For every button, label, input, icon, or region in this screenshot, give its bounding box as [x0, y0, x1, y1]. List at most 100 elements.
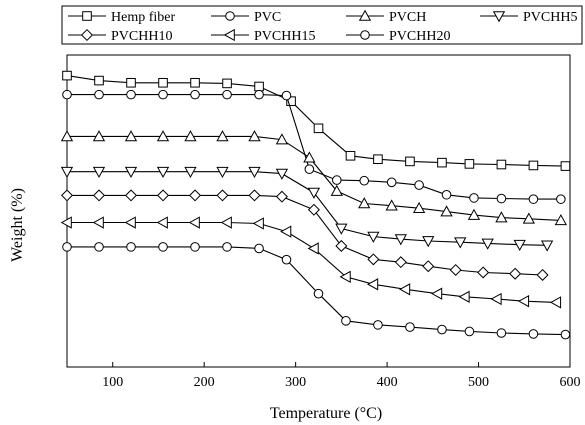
- data-point: [422, 260, 435, 273]
- data-point: [422, 236, 435, 248]
- data-point: [414, 180, 424, 190]
- data-point: [220, 216, 232, 229]
- series-1: [62, 89, 566, 204]
- data-point: [216, 166, 229, 179]
- plot-area: 100 200 300 400 500 600: [60, 54, 581, 390]
- data-point: [449, 263, 462, 276]
- data-point: [158, 89, 168, 100]
- legend-entry: Hemp fiber: [68, 10, 175, 25]
- data-point: [188, 216, 200, 229]
- data-point: [275, 168, 289, 180]
- data-point: [92, 216, 104, 229]
- legend-marker: [360, 30, 370, 40]
- data-point: [394, 234, 407, 246]
- legend-marker: [492, 11, 506, 23]
- data-point: [281, 90, 292, 101]
- data-point: [125, 189, 138, 202]
- data-point: [335, 239, 348, 252]
- data-point: [394, 256, 407, 269]
- data-point: [405, 322, 415, 332]
- data-point: [158, 77, 168, 88]
- data-point: [345, 150, 356, 161]
- legend-items: Hemp fiber PVC PVCH PVCHH5 PVCHH10 PVCHH15 PVC…: [68, 9, 577, 44]
- data-point: [62, 242, 72, 252]
- legend-label: PVCHH10: [111, 29, 172, 44]
- series-line: [67, 94, 561, 200]
- series-line: [67, 221, 557, 303]
- data-point: [248, 130, 261, 142]
- data-point: [252, 217, 264, 230]
- data-point: [60, 166, 74, 179]
- data-point: [477, 266, 490, 279]
- legend-entry: PVCHH20: [346, 29, 450, 44]
- data-point: [189, 189, 202, 202]
- data-point: [60, 130, 74, 142]
- data-point: [222, 89, 232, 100]
- data-point: [549, 296, 562, 309]
- legend-label: Hemp fiber: [111, 10, 175, 25]
- data-point: [441, 189, 452, 200]
- data-point: [405, 156, 415, 167]
- data-point: [190, 77, 200, 88]
- data-point: [540, 240, 554, 252]
- series-3: [60, 166, 554, 252]
- x-tick-label: 200: [194, 375, 215, 390]
- data-point: [481, 238, 494, 250]
- data-point: [341, 316, 351, 326]
- data-point: [216, 189, 229, 202]
- data-point: [157, 189, 170, 202]
- legend-marker: [223, 28, 235, 42]
- data-point: [373, 320, 383, 330]
- x-tick-label: 400: [377, 375, 398, 390]
- data-point: [93, 189, 106, 202]
- data-point: [248, 166, 261, 179]
- data-point: [496, 193, 507, 204]
- series-layer: [60, 70, 571, 340]
- data-point: [62, 89, 72, 100]
- data-point: [126, 77, 136, 88]
- data-point: [275, 190, 288, 203]
- data-point: [254, 243, 264, 254]
- data-point: [94, 75, 104, 86]
- series-6: [62, 242, 571, 340]
- data-point: [458, 290, 470, 303]
- data-point: [158, 242, 168, 252]
- data-point: [437, 324, 447, 335]
- data-point: [281, 254, 292, 265]
- legend-label: PVCHH20: [389, 29, 450, 44]
- data-point: [437, 157, 447, 168]
- data-point: [307, 187, 321, 199]
- data-point: [190, 89, 200, 100]
- data-point: [367, 278, 379, 291]
- series-5: [60, 216, 562, 309]
- data-point: [124, 166, 138, 179]
- legend-label: PVCHH15: [254, 29, 315, 44]
- data-point: [92, 130, 106, 142]
- data-point: [335, 223, 348, 235]
- data-point: [373, 154, 383, 165]
- data-point: [560, 329, 571, 340]
- data-point: [184, 130, 197, 142]
- y-axis-label: Weight (%): [9, 188, 26, 262]
- series-line: [67, 171, 548, 246]
- data-point: [528, 160, 539, 171]
- data-point: [126, 242, 136, 252]
- data-point: [431, 287, 443, 300]
- data-point: [124, 216, 136, 229]
- series-line: [67, 135, 561, 221]
- data-point: [60, 216, 72, 229]
- data-point: [307, 203, 320, 216]
- data-point: [454, 237, 467, 249]
- series-4: [60, 189, 549, 281]
- data-point: [412, 201, 426, 213]
- data-point: [440, 205, 453, 217]
- legend-marker: [82, 11, 92, 21]
- data-point: [495, 211, 508, 223]
- legend-entry: PVCHH10: [68, 28, 172, 44]
- data-point: [190, 242, 200, 252]
- series-2: [60, 130, 568, 226]
- x-axis-label: Temperature (°C): [270, 405, 382, 422]
- legend-entry: PVCH: [346, 9, 426, 25]
- data-point: [275, 133, 289, 145]
